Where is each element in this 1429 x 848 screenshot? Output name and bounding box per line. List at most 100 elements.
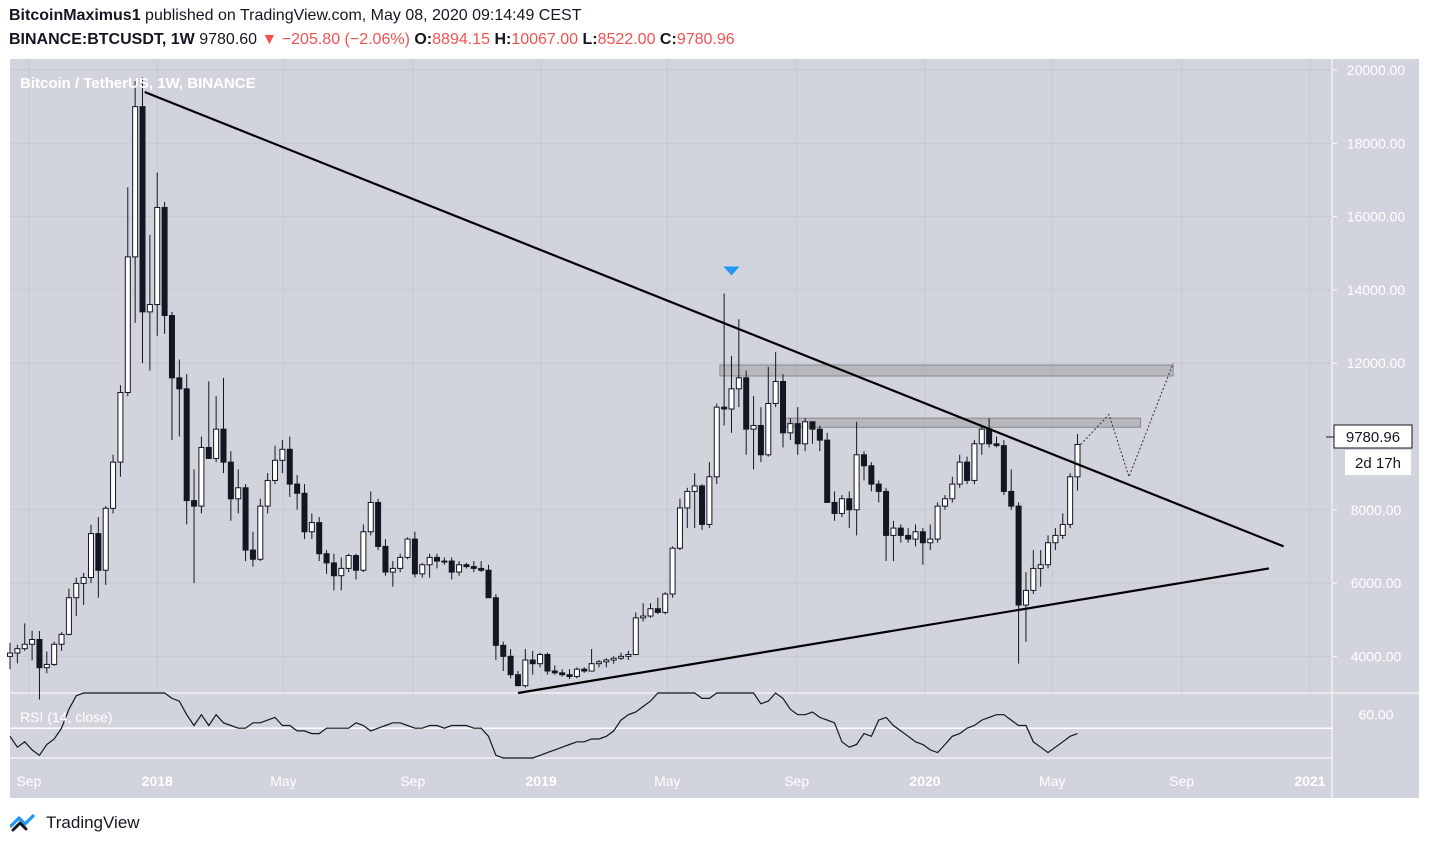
candle-down (492, 597, 499, 646)
author-name[interactable]: BitcoinMaximus1 (9, 7, 141, 24)
candle-up (1074, 443, 1081, 478)
candle-up (404, 538, 411, 558)
candle-up (971, 443, 978, 481)
rsi-line (9, 692, 1078, 759)
candle-up (1067, 476, 1074, 525)
chart-title: Bitcoin / TetherUS, 1W, BINANCE (20, 75, 256, 92)
candle-down (411, 538, 418, 575)
candle-up (73, 582, 80, 599)
candle-up (235, 487, 242, 500)
candles (7, 77, 1081, 700)
candle-down (286, 448, 293, 485)
candle-up (618, 655, 625, 659)
candle-down (478, 567, 485, 571)
candle-up (360, 531, 367, 571)
candle-down (463, 564, 470, 568)
candle-up (691, 485, 698, 492)
candle-up (912, 531, 919, 540)
candle-down (294, 483, 301, 494)
candle-down (375, 501, 382, 547)
candle-up (588, 663, 595, 672)
candle-down (824, 439, 831, 503)
candle-up (419, 564, 426, 575)
candle-up (713, 406, 720, 478)
candle-down (220, 428, 227, 463)
rsi-pane: 60.00 (9, 692, 1394, 759)
symbol-label: BINANCE:BTCUSDT, 1W (9, 31, 195, 48)
candle-up (610, 657, 617, 661)
candle-up (1052, 534, 1059, 544)
low-label: L: (582, 31, 598, 48)
candle-down (905, 534, 912, 540)
candle-up (308, 522, 315, 533)
candle-up (110, 461, 117, 509)
price-tick-label: 18000.00 (1347, 135, 1406, 151)
candle-down (1008, 490, 1015, 507)
candle-up (632, 617, 639, 656)
candle-down (168, 315, 175, 379)
tradingview-footer[interactable]: TradingView (10, 812, 140, 834)
candle-down (566, 674, 573, 678)
candle-down (581, 668, 588, 672)
open-value: 8894.15 (432, 31, 490, 48)
candle-up (21, 643, 28, 650)
price-tick-label: 14000.00 (1347, 282, 1406, 298)
time-tick-label: Sep (400, 773, 425, 789)
trendline (517, 567, 1270, 695)
candle-down (507, 655, 514, 676)
candle-up (735, 377, 742, 390)
candle-up (941, 498, 948, 507)
time-tick-label: 2018 (142, 773, 173, 789)
last-price-label: 9780.96 (1346, 429, 1400, 446)
change-value: ▼ −205.80 (−2.06%) (261, 31, 410, 48)
candle-up (80, 577, 87, 584)
candle-up (956, 461, 963, 485)
candle-down (860, 454, 867, 467)
candle-up (787, 423, 794, 434)
price-tick-label: 8000.00 (1351, 502, 1402, 518)
candle-up (7, 652, 13, 657)
candle-down (743, 377, 750, 430)
candle-up (154, 206, 161, 306)
candle-down (654, 608, 661, 613)
candle-up (728, 388, 735, 410)
candle-up (1059, 523, 1066, 536)
candle-up (640, 615, 647, 619)
candle-up (927, 538, 934, 544)
candle-down (721, 406, 728, 410)
candle-up (264, 479, 271, 507)
candle-up (367, 501, 374, 533)
countdown-label: 2d 17h (1355, 455, 1401, 472)
candle-down (551, 670, 558, 674)
time-tick-label: 2019 (526, 773, 557, 789)
candle-down (95, 533, 102, 571)
candle-up (1045, 542, 1052, 566)
candle-down (986, 428, 993, 445)
candle-down (964, 461, 971, 481)
candle-down (36, 638, 43, 669)
candle-down (330, 562, 337, 577)
candle-up (625, 654, 632, 657)
candle-up (397, 556, 404, 569)
candle-up (213, 428, 220, 459)
candle-up (146, 304, 153, 313)
time-tick-label: 2020 (909, 773, 940, 789)
ohlc-bar: BINANCE:BTCUSDT, 1W 9780.60 ▼ −205.80 (−… (9, 31, 735, 49)
candle-down (176, 377, 183, 390)
time-axis-background (10, 758, 1419, 798)
price-tick-label: 12000.00 (1347, 355, 1406, 371)
candle-up (647, 608, 654, 617)
candle-down (227, 461, 234, 500)
publish-info: BitcoinMaximus1 published on TradingView… (9, 7, 581, 25)
candle-down (161, 206, 168, 317)
time-tick-label: May (654, 773, 680, 789)
candle-down (242, 487, 249, 551)
candle-down (1015, 505, 1022, 606)
close-label: C: (659, 31, 677, 48)
published-text: published on TradingView.com, May 08, 20… (145, 7, 582, 24)
candle-up (522, 659, 529, 687)
price-chart[interactable]: 60.00 20000.00 18000.00 16000.00 14000.00 12… (0, 0, 1429, 800)
candle-up (389, 567, 396, 573)
candle-up (1022, 589, 1029, 606)
candle-up (765, 402, 772, 456)
